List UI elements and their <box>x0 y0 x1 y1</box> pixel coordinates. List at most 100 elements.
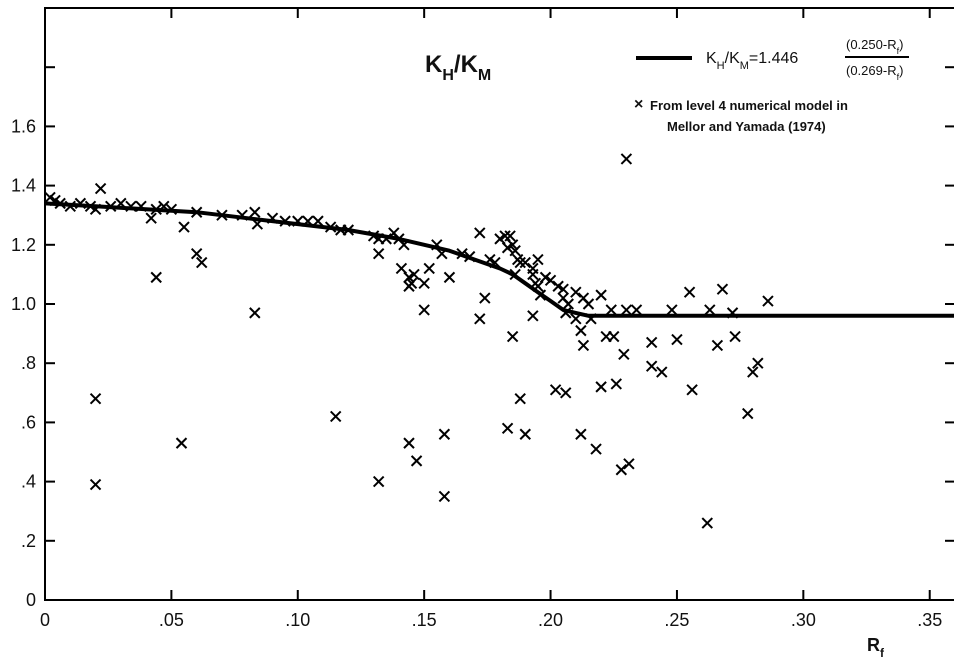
data-point-x-marker <box>190 247 203 260</box>
data-point-x-marker <box>418 304 430 316</box>
data-point-x-marker <box>436 247 448 260</box>
data-point-x-marker <box>342 224 355 236</box>
data-point-x-marker <box>527 310 539 322</box>
data-point-x-marker <box>514 256 526 269</box>
data-point-x-marker <box>302 215 314 227</box>
x-tick-label: .25 <box>664 610 689 630</box>
data-point-x-marker <box>742 407 754 420</box>
data-point-x-marker <box>716 283 729 295</box>
data-point-x-marker <box>549 384 562 396</box>
data-point-x-marker <box>562 298 574 310</box>
data-point-x-marker <box>610 378 622 390</box>
data-point-x-marker <box>752 357 764 369</box>
data-point-x-marker <box>671 333 683 346</box>
series-points <box>44 153 774 529</box>
data-point-x-marker <box>372 475 385 488</box>
data-point-x-marker <box>115 197 127 210</box>
data-point-x-marker <box>585 313 597 325</box>
y-tick-label: .8 <box>21 353 36 373</box>
data-point-x-marker <box>135 200 147 213</box>
data-point-x-marker <box>570 313 582 325</box>
y-ticks: 0 .2 .4 .6 .8 1.0 1.2 1.4 1.6 <box>11 66 954 610</box>
data-point-x-marker <box>324 221 337 233</box>
data-point-x-marker <box>216 209 228 221</box>
data-point-x-marker <box>645 336 658 349</box>
data-point-x-marker <box>150 203 162 215</box>
data-point-x-marker <box>443 271 456 284</box>
y-tick-label: 1.4 <box>11 176 36 196</box>
data-point-x-marker <box>701 517 713 529</box>
data-point-x-marker <box>279 215 291 227</box>
data-point-x-marker <box>438 428 451 440</box>
data-point-x-marker <box>175 437 188 449</box>
fit-curve <box>44 201 954 318</box>
data-point-x-marker <box>519 256 531 269</box>
data-point-x-marker <box>372 247 385 260</box>
data-point-x-marker <box>656 366 668 378</box>
y-tick-label: .2 <box>21 531 36 551</box>
data-point-x-marker <box>575 324 587 337</box>
data-point-x-marker <box>145 212 157 224</box>
data-point-x-marker <box>312 215 324 227</box>
y-tick-label: .4 <box>21 472 36 492</box>
data-point-x-marker <box>729 330 741 343</box>
svg-text:Rf: Rf <box>867 635 885 660</box>
data-point-x-marker <box>683 286 696 298</box>
data-point-x-marker <box>456 247 468 260</box>
data-point-x-marker <box>94 182 107 195</box>
data-point-x-marker <box>489 256 501 269</box>
data-point-x-marker <box>557 283 569 295</box>
data-point-x-marker <box>266 212 279 224</box>
data-point-x-marker <box>158 200 170 213</box>
data-point-x-marker <box>608 330 620 343</box>
x-ticks: 0 .05 .10 .15 .20 .25 .30 .35 <box>40 8 942 630</box>
data-point-x-marker <box>329 410 342 423</box>
data-point-x-marker <box>423 262 435 275</box>
data-point-x-marker <box>438 490 451 503</box>
x-tick-label: 0 <box>40 610 50 630</box>
data-point-x-marker <box>577 339 590 352</box>
data-point-x-marker <box>463 250 476 263</box>
data-point-x-marker <box>747 366 759 378</box>
data-point-x-marker <box>544 274 557 287</box>
data-point-x-marker <box>403 437 415 449</box>
x-tick-label: .15 <box>412 610 437 630</box>
data-point-x-marker <box>196 256 208 269</box>
data-point-x-marker <box>74 197 87 210</box>
data-point-x-marker <box>249 206 261 218</box>
data-point-x-marker <box>620 153 633 165</box>
data-point-x-marker <box>605 304 617 316</box>
data-point-x-marker <box>630 304 643 316</box>
data-point-x-marker <box>509 245 521 257</box>
data-point-x-marker <box>251 218 264 230</box>
x-tick-label: .10 <box>285 610 310 630</box>
data-point-x-marker <box>89 393 102 405</box>
plot-frame <box>44 7 954 601</box>
data-point-x-marker <box>474 227 486 239</box>
axes <box>44 7 954 601</box>
y-tick-label: .6 <box>21 412 36 432</box>
legend-fraction-numerator: (0.250-Rf) <box>846 37 903 56</box>
data-point-x-marker <box>398 239 410 251</box>
data-point-x-marker <box>527 262 539 275</box>
series-line <box>44 201 954 318</box>
data-point-x-marker <box>506 239 519 251</box>
data-point-x-marker <box>726 307 739 319</box>
data-point-x-marker <box>89 478 102 491</box>
legend-marker-label-line2: Mellor and Yamada (1974) <box>667 119 826 134</box>
data-point-x-marker <box>64 200 76 213</box>
data-point-x-marker <box>532 253 544 266</box>
x-tick-label: .20 <box>538 610 563 630</box>
data-point-x-marker <box>418 277 430 289</box>
data-point-x-marker <box>560 387 572 399</box>
data-point-x-marker <box>249 307 261 319</box>
data-point-x-marker <box>408 268 420 281</box>
data-point-x-marker <box>582 298 595 310</box>
data-point-x-marker <box>410 455 423 467</box>
data-point-x-marker <box>501 422 514 435</box>
legend-marker-label-line1: From level 4 numerical model in <box>650 98 848 113</box>
legend-marker-symbol: × <box>634 96 643 113</box>
data-point-x-marker <box>595 381 607 393</box>
